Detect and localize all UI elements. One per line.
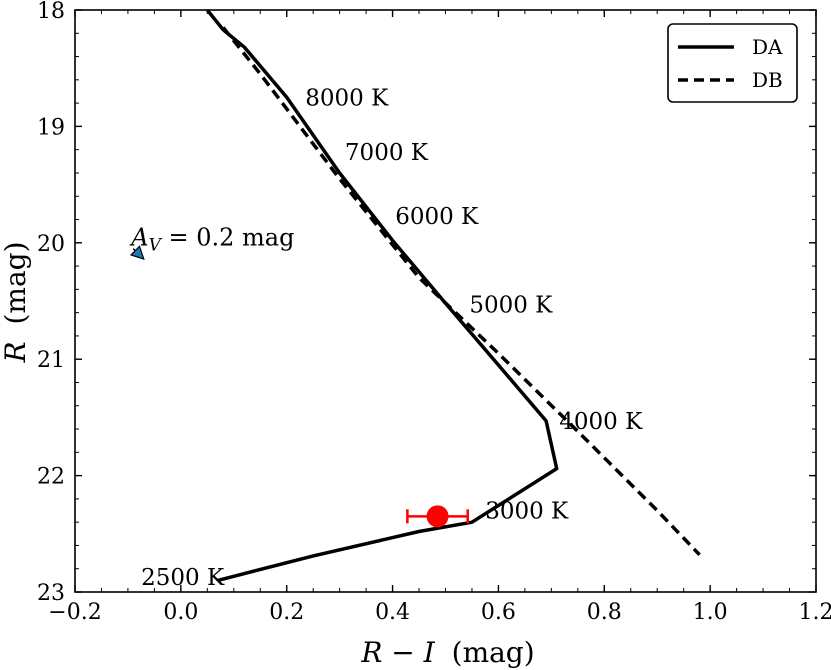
extinction-label-sub: V bbox=[149, 235, 163, 255]
x-tick-label: 1.0 bbox=[693, 600, 728, 625]
series-line-da bbox=[205, 10, 559, 583]
x-tick-label: 0.8 bbox=[587, 600, 622, 625]
legend-db-label: DB bbox=[752, 68, 783, 92]
temperature-label: 8000 K bbox=[305, 85, 389, 111]
ticks: −0.2 0.0 0.2 0.4 0.6 0.8 1.0 1.2 18 19 20 21 22 23 bbox=[37, 0, 831, 625]
x-tick-label: 0.4 bbox=[375, 600, 410, 625]
series-line-db bbox=[221, 26, 701, 557]
extinction-label: AV = 0.2 mag bbox=[129, 223, 294, 255]
y-tick-label: 21 bbox=[37, 348, 65, 373]
legend-da-label: DA bbox=[752, 35, 783, 59]
temperature-label: 6000 K bbox=[395, 204, 479, 230]
y-axis-unit: (mag) bbox=[0, 241, 32, 324]
y-axis-title: R (mag) bbox=[0, 241, 32, 363]
temperature-label: 5000 K bbox=[469, 292, 553, 318]
data-point bbox=[426, 505, 449, 528]
temperature-label: 7000 K bbox=[345, 140, 429, 166]
extinction-label-var: A bbox=[129, 223, 148, 251]
x-tick-label: 0.6 bbox=[481, 600, 516, 625]
temperature-label: 3000 K bbox=[485, 499, 569, 525]
x-axis-var: R − I bbox=[360, 636, 435, 669]
y-tick-label: 22 bbox=[37, 465, 65, 490]
x-tick-label: 0.0 bbox=[163, 600, 198, 625]
legend-box bbox=[667, 23, 798, 103]
legend: DA DB bbox=[667, 23, 798, 103]
y-tick-label: 23 bbox=[37, 581, 65, 606]
x-axis-unit: (mag) bbox=[452, 636, 535, 669]
x-tick-label: −0.2 bbox=[48, 600, 101, 625]
y-axis-var: R bbox=[0, 341, 32, 363]
x-tick-label: 1.2 bbox=[799, 600, 831, 625]
temperature-label: 2500 K bbox=[141, 565, 225, 591]
x-tick-label: 0.2 bbox=[269, 600, 304, 625]
y-tick-label: 19 bbox=[37, 115, 65, 140]
temperature-label: 4000 K bbox=[559, 409, 643, 435]
extinction-arrow-head bbox=[129, 245, 145, 261]
x-axis-title: R − I (mag) bbox=[360, 636, 534, 669]
y-tick-label: 20 bbox=[37, 232, 65, 257]
y-tick-label: 18 bbox=[37, 0, 65, 24]
extinction-label-rest: = 0.2 mag bbox=[161, 223, 295, 251]
plot-content: 8000 K 7000 K 6000 K 5000 K 4000 K 3000 K 2500… bbox=[129, 10, 701, 591]
